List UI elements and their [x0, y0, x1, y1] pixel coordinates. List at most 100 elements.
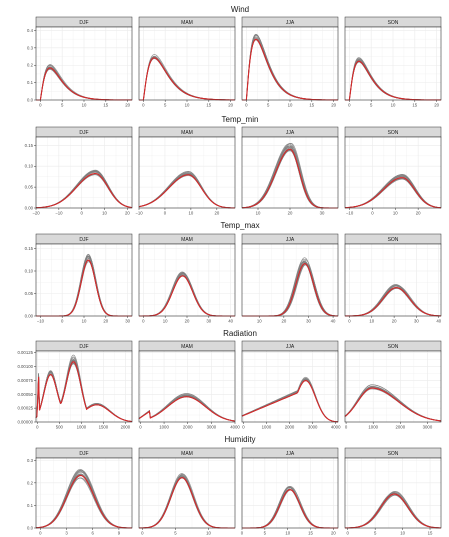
panel-border: [344, 136, 442, 209]
observed-density-line: [138, 396, 236, 422]
x-tick-label: 10: [285, 531, 290, 536]
x-tick-label: 20: [392, 319, 397, 324]
panel-temp_min-son: SON −10 0 10 20: [344, 126, 442, 216]
panel-border: [241, 243, 339, 317]
panel-humidity-jja: JJA 0 5 10 15 20: [241, 447, 339, 536]
y-tick-label: 0.4: [27, 28, 34, 33]
y-tick-label: 0.00025: [17, 406, 33, 411]
observed-density-line: [139, 57, 235, 101]
panel-wind-jja: JJA 0 5 10 15 20: [241, 16, 339, 108]
panel-border: [344, 243, 442, 317]
x-tick-label: 10: [391, 103, 396, 108]
x-tick-label: 0: [141, 531, 144, 536]
y-tick-label: 0.00125: [17, 350, 33, 355]
observed-density-line: [345, 287, 442, 317]
y-tick-label: 0.1: [27, 80, 34, 85]
x-tick-label: 0: [39, 103, 42, 108]
x-tick-label: 30: [414, 319, 419, 324]
x-tick-label: 20: [281, 319, 286, 324]
facet-strip-label: MAM: [181, 451, 193, 457]
panel-border: [35, 350, 133, 423]
row-title: Wind: [231, 5, 249, 14]
panel-border: [138, 350, 236, 423]
panel-radiation-son: SON 0 1000 2000 3000: [344, 340, 442, 430]
x-tick-label: 0: [36, 425, 39, 430]
observed-density-line: [35, 361, 133, 423]
chart-row-temp_min: Temp_min DJF −20 −10 0 10 20 0.00 0.05 0.10 0.15 MA…: [25, 115, 442, 216]
x-tick-label: 15: [309, 103, 314, 108]
y-tick-label: 0.05: [25, 185, 34, 190]
observed-density-line: [344, 177, 442, 209]
observed-density-line: [35, 474, 133, 529]
x-tick-label: 0: [348, 319, 351, 324]
x-tick-label: 30: [206, 319, 211, 324]
chart-row-temp_max: Temp_max DJF −10 0 10 20 30 0.00 0.05 0.10 0.15 MAM…: [25, 221, 442, 324]
x-tick-label: 10: [189, 211, 194, 216]
x-tick-label: 10: [82, 319, 87, 324]
panel-border: [241, 350, 339, 423]
facet-strip-label: SON: [388, 20, 399, 26]
y-tick-label: 0.05: [25, 291, 34, 296]
x-tick-label: 3000: [423, 425, 433, 430]
x-tick-label: 500: [56, 425, 64, 430]
x-tick-label: 1000: [77, 425, 87, 430]
x-tick-label: 0: [142, 319, 145, 324]
x-tick-label: 20: [103, 319, 108, 324]
facet-strip-label: MAM: [181, 237, 193, 243]
x-tick-label: 0: [164, 211, 167, 216]
facet-strip-label: DJF: [79, 20, 88, 26]
panel-radiation-mam: MAM 0 1000 2000 3000 4000: [138, 340, 240, 430]
x-tick-label: 2000: [183, 425, 193, 430]
x-tick-label: 5: [164, 103, 167, 108]
y-tick-label: 0.0: [27, 98, 34, 103]
facet-strip-label: JJA: [286, 130, 295, 136]
x-tick-label: 40: [228, 319, 233, 324]
plot-area: [36, 351, 132, 422]
panel-humidity-mam: MAM 0 5 10: [138, 447, 236, 536]
facet-strip-label: MAM: [181, 130, 193, 136]
panel-border: [35, 457, 133, 529]
chart-row-radiation: Radiation DJF 0 500 1000 1500 2000 0.00000 0.000…: [17, 329, 442, 430]
panel-temp_max-jja: JJA 10 20 30 40: [241, 233, 339, 324]
x-tick-label: 10: [82, 103, 87, 108]
y-tick-label: 0.0: [27, 526, 34, 531]
x-tick-label: 0: [371, 211, 374, 216]
x-tick-label: 3000: [308, 425, 318, 430]
x-tick-label: 0: [345, 425, 348, 430]
x-tick-label: 10: [400, 531, 405, 536]
observed-density-line: [344, 493, 442, 529]
y-tick-label: 0.00: [25, 206, 34, 211]
y-tick-label: 0.2: [27, 480, 34, 485]
x-tick-label: 20: [416, 211, 421, 216]
x-tick-label: 10: [185, 103, 190, 108]
facet-strip-label: DJF: [79, 130, 88, 136]
x-tick-label: 10: [288, 103, 293, 108]
x-tick-label: −10: [346, 211, 354, 216]
x-tick-label: 5: [61, 103, 64, 108]
x-tick-label: 0: [241, 531, 244, 536]
x-tick-label: 20: [185, 319, 190, 324]
facet-strip-label: SON: [388, 344, 399, 350]
panel-temp_max-djf: DJF −10 0 10 20 30 0.00 0.05 0.10 0.15: [25, 233, 133, 324]
plot-area: [139, 351, 235, 422]
x-tick-label: 15: [308, 531, 313, 536]
observed-density-line: [138, 174, 236, 209]
y-tick-label: 0.00050: [17, 392, 33, 397]
plot-area: [242, 351, 338, 422]
y-tick-label: 0.10: [25, 164, 34, 169]
x-tick-label: 10: [102, 211, 107, 216]
x-tick-label: −10: [135, 211, 143, 216]
x-tick-label: 15: [103, 103, 108, 108]
plot-area: [345, 137, 441, 208]
x-tick-label: 6: [92, 531, 95, 536]
x-tick-label: 1000: [262, 425, 272, 430]
y-tick-label: 0.15: [25, 246, 34, 251]
facet-strip-label: JJA: [286, 20, 295, 26]
panel-temp_min-jja: JJA 10 20 30: [241, 126, 339, 216]
panel-border: [241, 457, 339, 529]
y-tick-label: 0.00075: [17, 378, 33, 383]
x-tick-label: 5: [267, 103, 270, 108]
x-tick-label: 10: [256, 211, 261, 216]
y-tick-label: 0.00: [25, 314, 34, 319]
x-tick-label: 0: [347, 531, 350, 536]
